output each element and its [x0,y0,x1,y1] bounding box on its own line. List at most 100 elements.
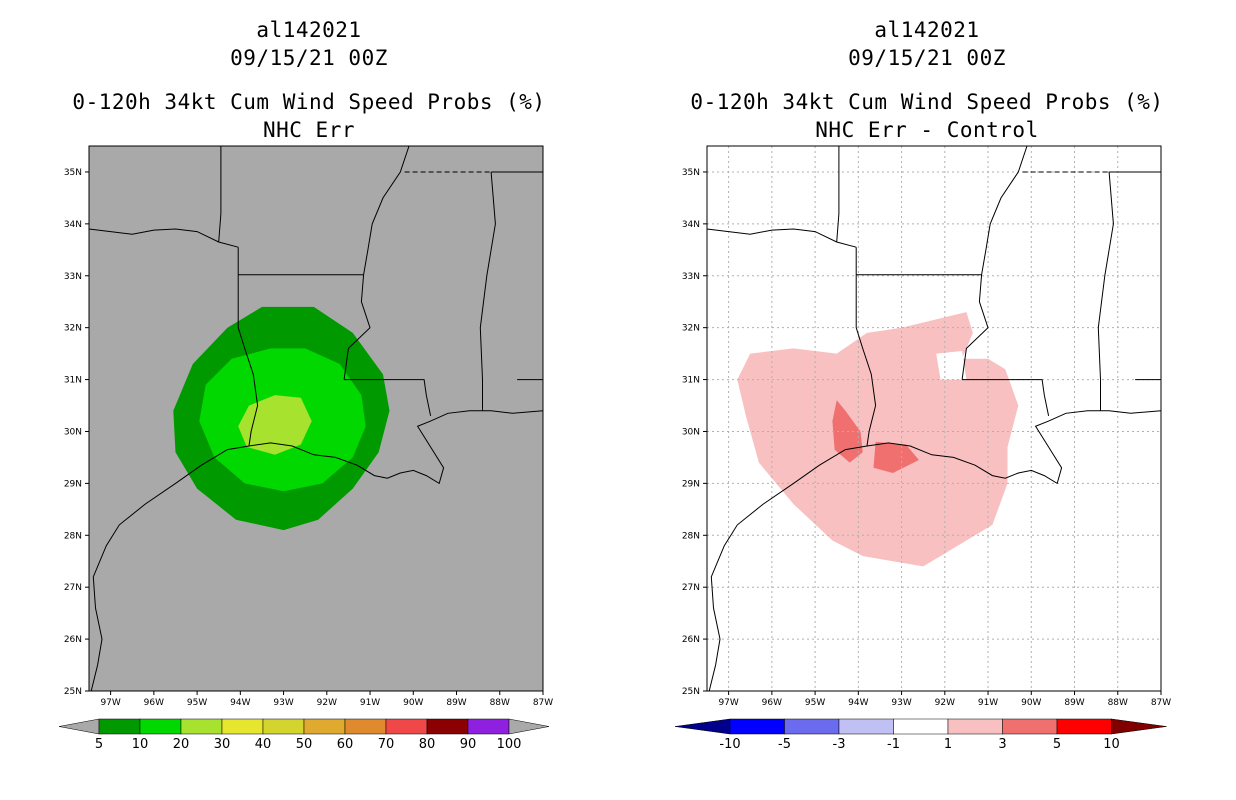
colorbar-left-arrow [58,718,100,735]
boundary-line [706,228,857,248]
lon-tick-label: 90W [1021,698,1041,708]
colorbar-label: 90 [460,737,477,752]
colorbar-label: -1 [887,737,900,752]
lat-tick-label: 26N [64,635,82,645]
colorbar-swatch [262,718,305,735]
map-frame [88,145,544,692]
lon-tick-label: 97W [100,698,120,708]
storm-id-title: al142021 [256,18,362,42]
boundary-line [708,410,1162,692]
lon-tick-label: 97W [718,698,738,708]
boundary-line [88,228,239,248]
colorbar-swatch [180,718,223,735]
colorbar-swatch [1056,718,1112,735]
boundary-line [344,379,432,417]
colorbar-label: 40 [255,737,272,752]
colorbar-swatch [98,718,141,735]
colorbar-swatch [221,718,264,735]
colorbar-label: 5 [95,737,103,752]
boundary-line [218,146,222,243]
product-title: 0-120h 34kt Cum Wind Speed Probs (%) [690,90,1164,114]
map-layer [173,306,390,531]
gridlines [707,146,1162,692]
storm-id-title: al142021 [874,18,980,42]
lon-tick-label: 92W [317,698,337,708]
lat-tick-label: 28N [64,531,82,541]
boundary-line [981,145,1028,275]
colorbar: 5 10 20 30 40 50 60 70 80 90 100 [58,718,550,752]
colorbar-swatch [139,718,182,735]
colorbar-label: 60 [337,737,354,752]
lat-tick-label: 28N [682,531,700,541]
colorbar-swatch [947,718,1003,735]
lon-tick-label: 96W [762,698,782,708]
colorbar-swatch [426,718,469,735]
diff-contour-hole [936,351,967,380]
lon-tick-label: 93W [273,698,293,708]
boundary-line [855,247,877,447]
colorbar-swatch [893,718,949,735]
boundaries [706,145,1162,692]
lat-tick-label: 31N [64,376,82,386]
colorbar-right-arrow [508,718,550,735]
colorbar-right-arrow [1111,718,1167,735]
lat-tick-label: 32N [64,324,82,334]
boundary-line [836,146,840,243]
boundary-line [961,274,989,380]
lat-tick-label: 27N [682,583,700,593]
boundary-line [962,379,1050,417]
colorbar: -10 -5 -3 -1 1 3 5 10 [674,718,1167,752]
colorbar-label: 10 [132,737,149,752]
lon-tick-label: 89W [1064,698,1084,708]
lon-tick-label: 96W [144,698,164,708]
colorbar-swatch [838,718,894,735]
lat-tick-label: 25N [64,687,82,697]
lon-tick-label: 91W [978,698,998,708]
lat-tick-label: 30N [682,427,700,437]
lon-tick-label: 87W [533,698,553,708]
colorbar-label: -3 [833,737,846,752]
lat-tick-label: 27N [64,583,82,593]
datetime-title: 09/15/21 00Z [848,46,1006,70]
boundary-line [1097,171,1114,411]
lat-tick-label: 33N [64,272,82,282]
lon-tick-label: 93W [891,698,911,708]
colorbar-label: 10 [1103,737,1120,752]
lon-tick-label: 94W [848,698,868,708]
colorbar-label: 30 [214,737,231,752]
datetime-title: 09/15/21 00Z [230,46,388,70]
colorbar-label: -10 [719,737,740,752]
boundary-line [363,145,410,275]
lon-tick-label: 88W [1108,698,1128,708]
colorbar-label: 3 [998,737,1006,752]
boundary-line [237,247,259,447]
colorbar-swatch [784,718,840,735]
product-title: 0-120h 34kt Cum Wind Speed Probs (%) [72,90,546,114]
lat-tick-label: 34N [64,220,82,230]
lon-tick-label: 87W [1151,698,1171,708]
map-layer [737,312,1019,567]
lon-tick-label: 91W [360,698,380,708]
colorbar-label: -5 [778,737,791,752]
boundaries [88,145,544,692]
lon-tick-label: 94W [230,698,250,708]
lat-tick-label: 29N [64,479,82,489]
boundary-line [90,410,544,692]
boundary-line [479,171,496,411]
colorbar-swatch [729,718,785,735]
colorbar-label: 70 [378,737,395,752]
lat-tick-label: 35N [682,168,700,178]
colorbar-label: 1 [944,737,952,752]
lat-tick-label: 30N [64,427,82,437]
difference-map-right: 35N 34N 33N 32N 31N 30N 29N 28N 27N 26N 25N 97W 96W 9… [674,145,1171,752]
colorbar-swatch [1002,718,1058,735]
lat-tick-label: 26N [682,635,700,645]
colorbar-left-arrow [674,718,731,735]
diff-contour-3b [873,441,919,473]
map-frame [706,145,1162,692]
right-map-panel: al142021 09/15/21 00Z 0-120h 34kt Cum Wi… [618,0,1236,800]
lat-tick-label: 35N [64,168,82,178]
lat-tick-label: 25N [682,687,700,697]
lat-tick-label: 32N [682,324,700,334]
left-map-panel: al142021 09/15/21 00Z 0-120h 34kt Cum Wi… [58,18,553,752]
